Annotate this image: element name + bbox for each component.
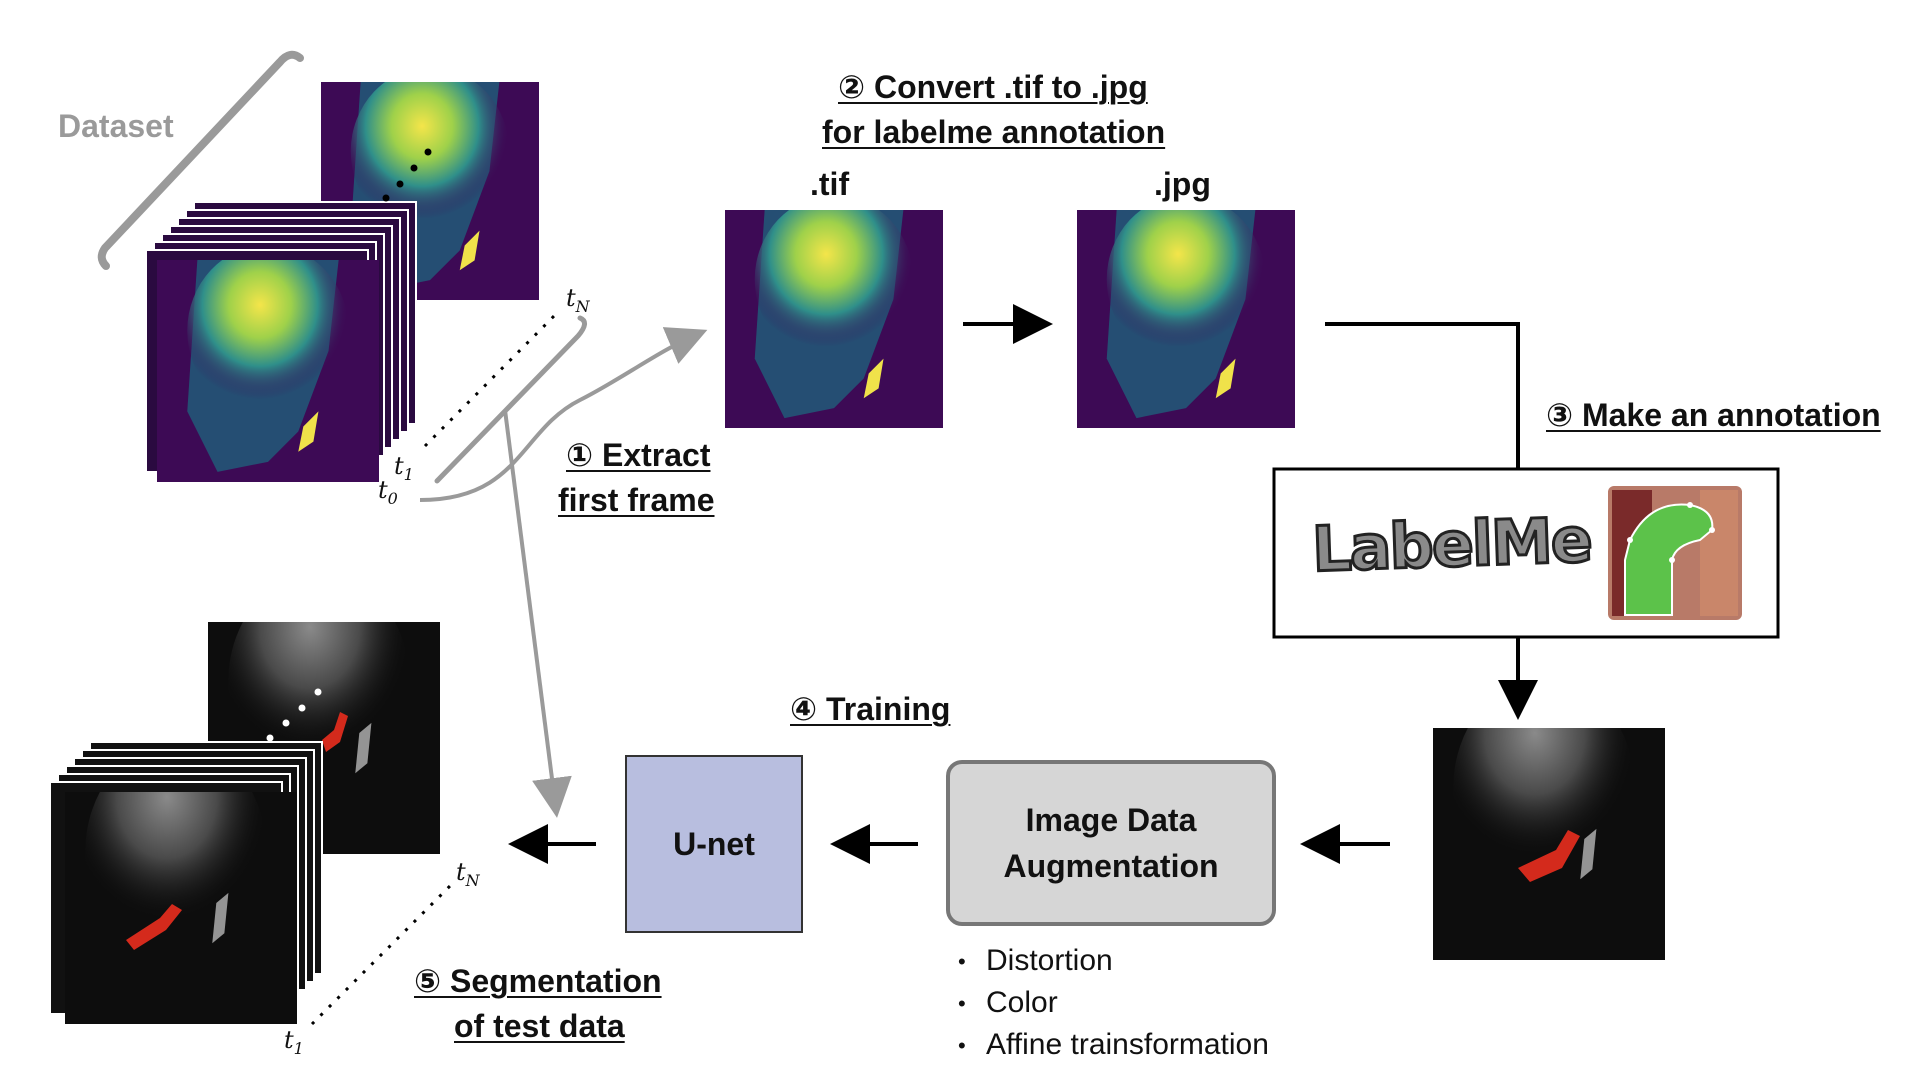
step-convert-line1: ② Convert .tif to .jpg — [838, 69, 1148, 105]
augmentation-item: Color — [958, 986, 1269, 1020]
step-segment-line1: ⑤ Segmentation — [414, 963, 662, 999]
step-segment-line2: of test data — [454, 1008, 625, 1044]
augmentation-list: Distortion Color Affine trainsformation — [958, 944, 1269, 1070]
unet-box — [625, 755, 803, 933]
step-extract-line1: ① Extract — [566, 437, 711, 473]
dataset-dots — [382, 148, 432, 202]
labelme-logo: LabelMe — [1309, 502, 1593, 588]
augmentation-title-line2: Augmentation — [1003, 848, 1219, 884]
labelme-mascot — [1608, 486, 1742, 620]
dataset-label: Dataset — [58, 108, 174, 144]
extract-arrow — [419, 327, 708, 502]
augmentation-title-line1: Image Data — [1025, 802, 1197, 838]
segmentation-top-frame — [208, 622, 440, 854]
dataset-bracket — [97, 50, 304, 270]
time-axis-bottom — [310, 884, 452, 1026]
augmentation-box — [946, 760, 1276, 926]
dataset-stack — [145, 201, 417, 482]
time-bracket-top — [434, 315, 587, 484]
segmentation-dots — [266, 688, 322, 742]
time-axis-top — [423, 310, 560, 448]
step-annotate: ③ Make an annotation — [1546, 397, 1881, 433]
time-label-t0-top: t0 — [378, 476, 398, 508]
augmentation-item: Affine trainsformation — [958, 1028, 1269, 1062]
test-data-arrow — [503, 409, 572, 818]
tif-image — [725, 210, 943, 428]
step-extract-line2: first frame — [558, 482, 715, 518]
step-train: ④ Training — [790, 691, 951, 727]
step-convert-line2: for labelme annotation — [822, 114, 1166, 150]
annotated-mask-image — [1433, 728, 1665, 960]
jpg-label: .jpg — [1154, 166, 1211, 202]
time-label-tN-bottom: tN — [456, 858, 480, 890]
to-labelme-line — [1325, 322, 1520, 468]
tif-label: .tif — [810, 166, 850, 202]
segmentation-stack — [49, 741, 323, 1024]
jpg-image — [1077, 210, 1295, 428]
time-label-tN-top: tN — [566, 284, 590, 316]
time-label-t1-top: t1 — [394, 452, 414, 484]
unet-label: U-net — [673, 826, 755, 862]
augmentation-item: Distortion — [958, 944, 1269, 978]
time-label-t1-bottom: t1 — [284, 1026, 304, 1058]
